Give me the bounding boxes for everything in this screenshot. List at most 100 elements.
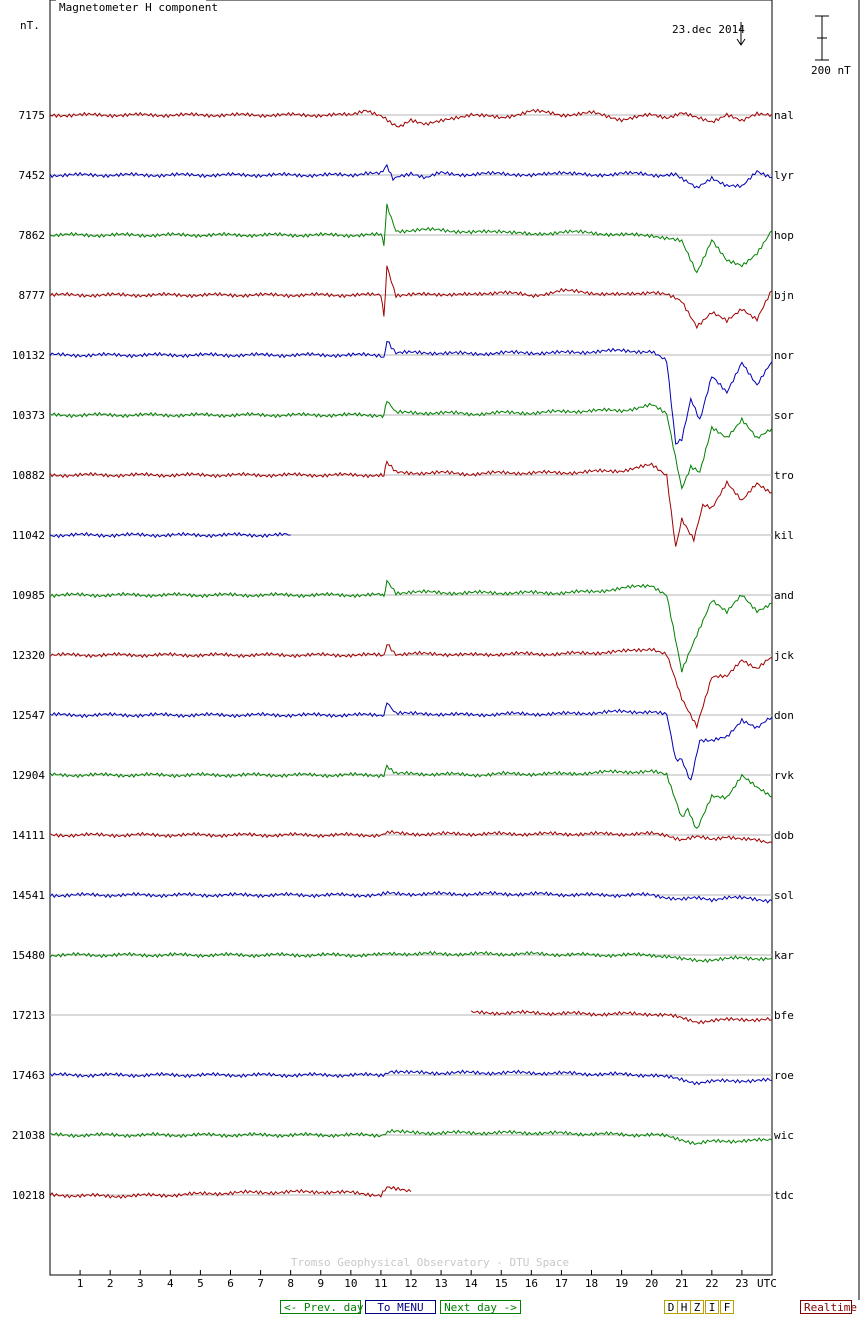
station-label-dob: dob xyxy=(774,829,794,842)
x-tick-label-21: 21 xyxy=(675,1277,688,1290)
series-line-rvk xyxy=(49,763,773,829)
station-label-roe: roe xyxy=(774,1069,794,1082)
series-line-sol xyxy=(49,890,773,904)
series-line-wic xyxy=(49,1128,773,1146)
x-tick-label-1: 1 xyxy=(77,1277,84,1290)
x-ticks: 1 2 3 4 5 6 7 8 9 10 11 12 13 14 15 16 17 18 19 20 21 22 23 UTC xyxy=(77,1270,777,1290)
chart-frame xyxy=(49,0,860,1300)
x-tick-label-4: 4 xyxy=(167,1277,174,1290)
x-tick-label-12: 12 xyxy=(404,1277,417,1290)
series-line-kil xyxy=(49,531,291,539)
series-line-bjn xyxy=(49,265,773,330)
prev-day-button[interactable]: <- Prev. day xyxy=(280,1300,363,1314)
plot-border xyxy=(49,0,773,1276)
base-value-roe: 17463 xyxy=(12,1069,45,1082)
x-axis-unit: UTC xyxy=(757,1277,777,1290)
units-label: nT. xyxy=(20,19,40,32)
base-value-and: 10985 xyxy=(12,589,45,602)
station-label-rvk: rvk xyxy=(774,769,794,782)
series-line-lyr xyxy=(49,163,773,189)
series-line-hop xyxy=(49,203,773,274)
x-tick-label-10: 10 xyxy=(344,1277,357,1290)
series-line-jck xyxy=(49,644,773,730)
x-tick-label-7: 7 xyxy=(257,1277,264,1290)
x-tick-label-2: 2 xyxy=(107,1277,114,1290)
bottom-bar: <- Prev. day To MENU Next day -> D H Z I… xyxy=(0,1300,860,1318)
component-i-button[interactable]: I xyxy=(705,1300,719,1314)
series-line-bfe xyxy=(470,1009,773,1025)
x-tick-label-15: 15 xyxy=(495,1277,508,1290)
x-tick-label-9: 9 xyxy=(317,1277,324,1290)
base-value-nor: 10132 xyxy=(12,349,45,362)
date-label: 23.dec 2014 xyxy=(672,23,745,36)
x-tick-label-22: 22 xyxy=(705,1277,718,1290)
series-line-roe xyxy=(49,1069,773,1086)
station-label-tro: tro xyxy=(774,469,794,482)
station-label-sor: sor xyxy=(774,409,794,422)
base-value-rvk: 12904 xyxy=(12,769,45,782)
station-label-bjn: bjn xyxy=(774,289,794,302)
chart-title: Magnetometer H component xyxy=(59,1,218,14)
next-day-button[interactable]: Next day -> xyxy=(440,1300,521,1314)
base-value-sor: 10373 xyxy=(12,409,45,422)
x-tick-label-3: 3 xyxy=(137,1277,144,1290)
station-label-lyr: lyr xyxy=(774,169,794,182)
x-tick-label-8: 8 xyxy=(287,1277,294,1290)
station-label-kil: kil xyxy=(774,529,794,542)
station-label-jck: jck xyxy=(774,649,794,662)
series-line-and xyxy=(49,579,773,673)
base-value-kar: 15480 xyxy=(12,949,45,962)
x-tick-label-11: 11 xyxy=(374,1277,387,1290)
x-tick-label-18: 18 xyxy=(585,1277,598,1290)
station-label-nal: nal xyxy=(774,109,794,122)
series-line-sor xyxy=(49,400,773,490)
x-tick-label-19: 19 xyxy=(615,1277,628,1290)
station-label-tdc: tdc xyxy=(774,1189,794,1202)
series-line-tdc xyxy=(49,1185,412,1200)
base-value-tdc: 10218 xyxy=(12,1189,45,1202)
base-value-bfe: 17213 xyxy=(12,1009,45,1022)
station-label-kar: kar xyxy=(774,949,794,962)
base-value-lyr: 7452 xyxy=(19,169,46,182)
station-label-nor: nor xyxy=(774,349,794,362)
station-label-hop: hop xyxy=(774,229,794,242)
base-value-dob: 14111 xyxy=(12,829,45,842)
x-tick-label-23: 23 xyxy=(735,1277,748,1290)
x-tick-label-16: 16 xyxy=(525,1277,538,1290)
base-value-bjn: 8777 xyxy=(19,289,46,302)
series-line-nal xyxy=(49,108,773,128)
menu-button[interactable]: To MENU xyxy=(365,1300,436,1314)
realtime-button[interactable]: Realtime xyxy=(800,1300,857,1314)
base-value-hop: 7862 xyxy=(19,229,46,242)
station-label-bfe: bfe xyxy=(774,1009,794,1022)
component-d-button[interactable]: D xyxy=(664,1300,678,1314)
station-label-wic: wic xyxy=(774,1129,794,1142)
station-label-don: don xyxy=(774,709,794,722)
base-value-tro: 10882 xyxy=(12,469,45,482)
x-tick-label-17: 17 xyxy=(555,1277,568,1290)
base-value-nal: 7175 xyxy=(19,109,46,122)
series-line-dob xyxy=(49,829,773,844)
station-label-and: and xyxy=(774,589,794,602)
series-line-nor xyxy=(49,340,773,445)
component-h-button[interactable]: H xyxy=(677,1300,691,1314)
scale-label: 200 nT xyxy=(811,64,851,77)
x-tick-label-5: 5 xyxy=(197,1277,204,1290)
component-f-button[interactable]: F xyxy=(720,1300,734,1314)
x-tick-label-13: 13 xyxy=(434,1277,447,1290)
base-value-sol: 14541 xyxy=(12,889,45,902)
date-arrow-head xyxy=(736,38,746,46)
series-line-tro xyxy=(49,460,773,547)
x-tick-label-20: 20 xyxy=(645,1277,658,1290)
series-line-don xyxy=(49,702,773,781)
base-value-jck: 12320 xyxy=(12,649,45,662)
series-line-kar xyxy=(49,950,773,964)
label-group: Magnetometer H component nT. 23.dec 2014 20… xyxy=(12,0,851,1202)
base-value-don: 12547 xyxy=(12,709,45,722)
component-z-button[interactable]: Z xyxy=(690,1300,704,1314)
x-tick-label-6: 6 xyxy=(227,1277,234,1290)
base-value-wic: 21038 xyxy=(12,1129,45,1142)
station-label-sol: sol xyxy=(774,889,794,902)
base-value-kil: 11042 xyxy=(12,529,45,542)
